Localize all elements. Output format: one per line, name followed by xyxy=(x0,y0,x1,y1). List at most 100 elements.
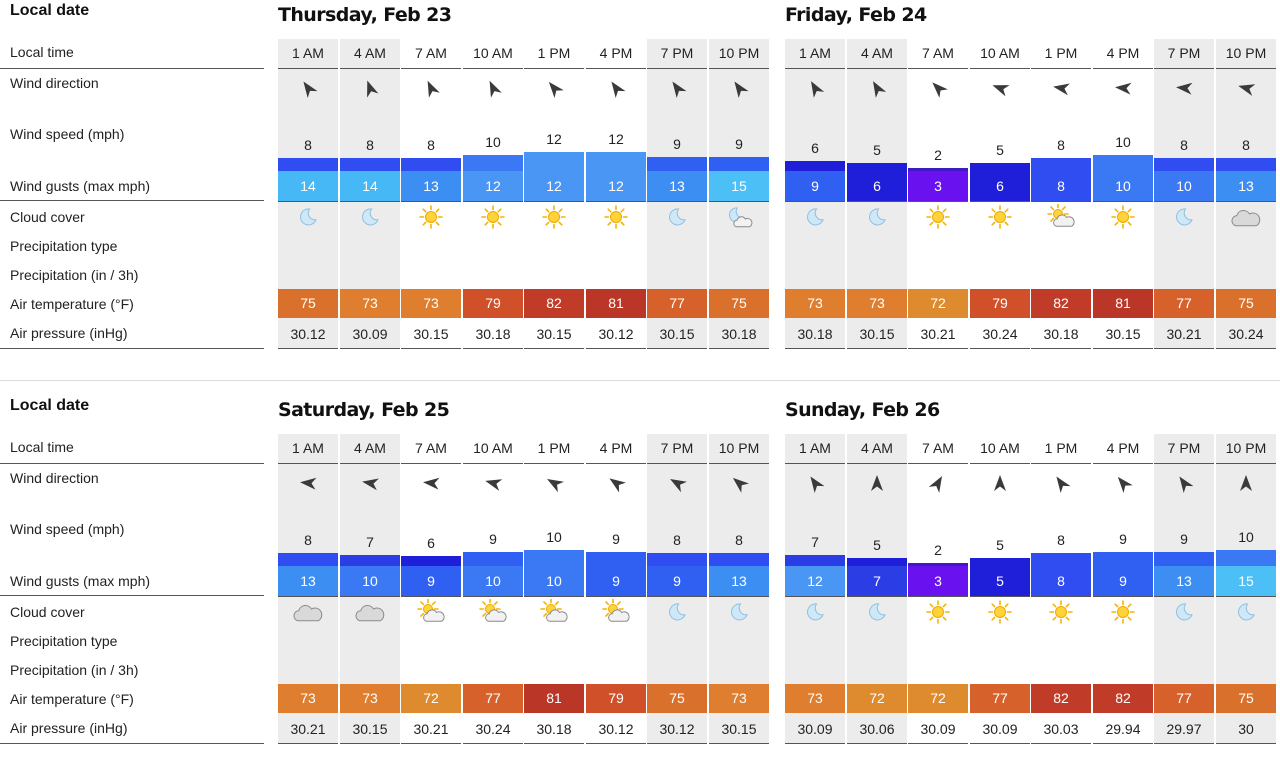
wind-speed-bar xyxy=(401,556,461,566)
wind-direction-arrow-icon xyxy=(810,476,825,493)
wind-direction-cell xyxy=(278,71,338,105)
wind-speed-bar xyxy=(1093,155,1153,171)
wind-direction-cell xyxy=(1093,466,1153,500)
wind-gust-value: 7 xyxy=(847,566,907,597)
wind-speed-value: 8 xyxy=(427,137,435,153)
hour-label: 7 AM xyxy=(401,39,461,69)
wind-speed-value: 8 xyxy=(673,532,681,548)
wind-speed-bar xyxy=(970,558,1030,566)
wind-direction-arrow-icon xyxy=(1056,476,1071,493)
wind-speed-value: 6 xyxy=(427,535,435,551)
air-pressure-value: 30.12 xyxy=(647,715,707,744)
hour-column: 1 PM 8 8 82 30.18 xyxy=(1031,39,1091,349)
cloud-cover-cell xyxy=(847,202,907,232)
row-labels: Local date Local time Wind direction Wind s… xyxy=(0,0,264,365)
wind-speed-bar xyxy=(1031,553,1091,566)
partly-sunny-icon xyxy=(602,599,630,622)
hour-label: 10 AM xyxy=(463,39,523,69)
wind-direction-cell xyxy=(278,466,338,500)
cloud-cover-cell xyxy=(1216,597,1276,627)
wind-speed-value: 9 xyxy=(1119,531,1127,547)
wind-gust-value: 12 xyxy=(463,171,523,202)
cloud-cover-cell xyxy=(340,202,400,232)
air-temperature-value: 82 xyxy=(524,289,584,318)
air-pressure-value: 30.15 xyxy=(340,715,400,744)
row-label-date: Local date xyxy=(10,397,90,414)
wind-speed-bar xyxy=(586,152,646,171)
day-title: Friday, Feb 24 xyxy=(785,4,927,26)
hour-column: 4 AM 8 14 73 30.09 xyxy=(340,39,400,349)
hour-column: 10 AM 5 6 79 30.24 xyxy=(970,39,1030,349)
wind-direction-cell xyxy=(401,466,461,500)
wind-speed-value: 5 xyxy=(873,142,881,158)
wind-gust-value: 13 xyxy=(278,566,338,597)
air-pressure-value: 30.18 xyxy=(463,320,523,349)
sun-icon xyxy=(542,205,566,229)
wind-speed-value: 2 xyxy=(934,542,942,558)
cloud-cover-cell xyxy=(908,597,968,627)
wind-speed-value: 5 xyxy=(873,537,881,553)
air-pressure-value: 30.21 xyxy=(908,320,968,349)
wind-direction-arrow-icon xyxy=(367,80,379,98)
hour-column: 1 PM 8 8 82 30.03 xyxy=(1031,434,1091,744)
wind-speed-bar xyxy=(847,163,907,171)
cloud-cover-cell xyxy=(709,597,769,627)
wind-speed-value: 5 xyxy=(996,537,1004,553)
cloud-cover-cell xyxy=(1031,202,1091,232)
day-title: Saturday, Feb 25 xyxy=(278,399,450,421)
cloud-cover-cell xyxy=(340,597,400,627)
moon-icon xyxy=(669,603,686,621)
wind-direction-arrow-icon xyxy=(300,477,317,490)
sun-icon xyxy=(926,600,950,624)
row-divider xyxy=(0,595,264,596)
cloud-cover-cell xyxy=(1093,202,1153,232)
air-temperature-value: 77 xyxy=(463,684,523,713)
wind-speed-value: 8 xyxy=(304,532,312,548)
cloud-cover-cell xyxy=(970,202,1030,232)
cloud-cover-cell xyxy=(647,202,707,232)
wind-direction-cell xyxy=(970,466,1030,500)
hour-label: 1 AM xyxy=(785,434,845,464)
hour-column: 7 AM 2 3 72 30.21 xyxy=(908,39,968,349)
air-temperature-value: 75 xyxy=(647,684,707,713)
wind-speed-value: 2 xyxy=(934,147,942,163)
sun-icon xyxy=(604,205,628,229)
hour-column: 7 AM 6 9 72 30.21 xyxy=(401,434,461,744)
air-pressure-value: 30.15 xyxy=(847,320,907,349)
wind-gust-value: 15 xyxy=(1216,566,1276,597)
air-pressure-value: 30.15 xyxy=(1093,320,1153,349)
partly-sunny-icon xyxy=(540,599,568,622)
hour-label: 4 AM xyxy=(847,434,907,464)
wind-speed-bar xyxy=(1154,552,1214,566)
sun-icon xyxy=(988,600,1012,624)
wind-speed-value: 10 xyxy=(1238,529,1254,545)
wind-direction-arrow-icon xyxy=(303,81,318,98)
row-label-pressure: Air pressure (inHg) xyxy=(10,720,128,736)
row-divider xyxy=(0,463,264,464)
wind-gust-value: 10 xyxy=(524,566,584,597)
air-pressure-value: 30.24 xyxy=(970,320,1030,349)
wind-speed-value: 9 xyxy=(1180,531,1188,547)
wind-speed-bar xyxy=(647,157,707,171)
wind-speed-bar xyxy=(340,158,400,171)
moon-icon xyxy=(869,208,886,226)
cloud-cover-cell xyxy=(278,597,338,627)
wind-direction-arrow-icon xyxy=(548,81,564,98)
wind-gust-value: 6 xyxy=(847,171,907,202)
wind-direction-cell xyxy=(463,466,523,500)
wind-speed-bar xyxy=(524,152,584,171)
row-labels: Local date Local time Wind direction Wind s… xyxy=(0,395,264,760)
air-temperature-value: 72 xyxy=(908,289,968,318)
air-pressure-value: 30.21 xyxy=(1154,320,1214,349)
hour-label: 10 PM xyxy=(709,39,769,69)
hour-column: 4 PM 9 9 79 30.12 xyxy=(586,434,646,744)
wind-direction-arrow-icon xyxy=(611,81,626,98)
wind-speed-bar xyxy=(709,553,769,566)
wind-speed-bar xyxy=(908,563,968,566)
day-panel: Saturday, Feb 25 1 AM 8 13 73 30.21 4 AM 7 10 73 3… xyxy=(278,395,770,760)
air-temperature-value: 79 xyxy=(970,289,1030,318)
wind-gust-value: 13 xyxy=(1154,566,1214,597)
hour-label: 7 AM xyxy=(908,39,968,69)
wind-direction-arrow-icon xyxy=(670,479,687,493)
wind-direction-arrow-icon xyxy=(1179,476,1194,493)
